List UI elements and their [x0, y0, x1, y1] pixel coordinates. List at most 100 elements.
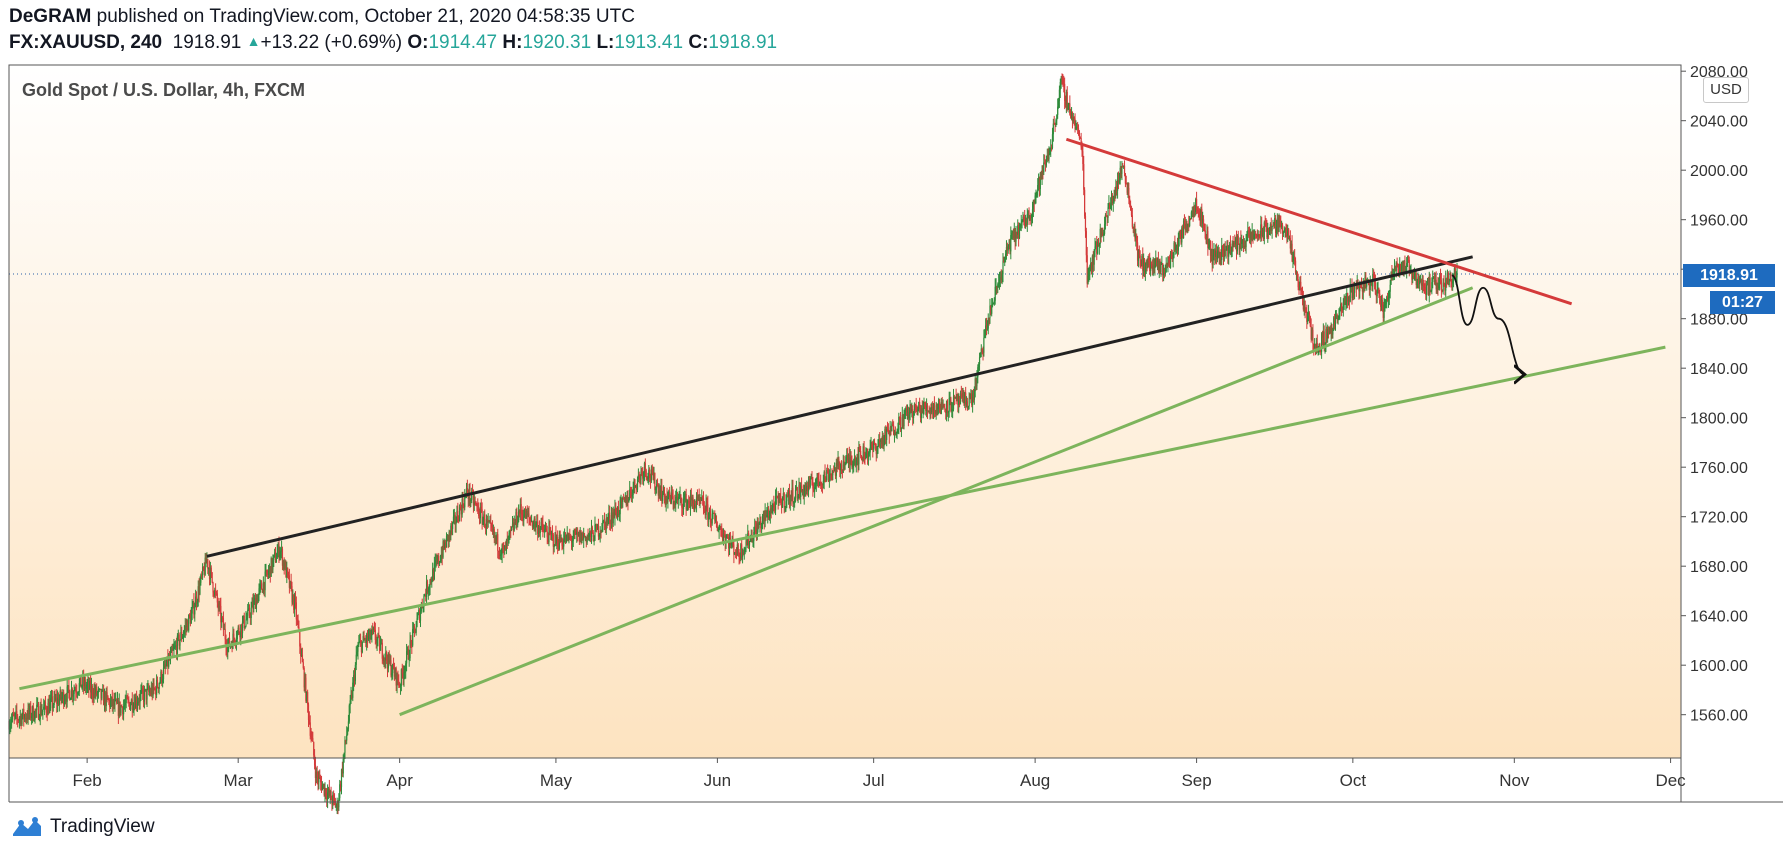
candle-body [426, 581, 429, 593]
candle-body [909, 404, 911, 415]
candle-body [549, 527, 551, 531]
candle-body [657, 485, 659, 496]
candle-body [239, 633, 241, 638]
candle-body [134, 702, 136, 709]
candle-body [577, 532, 580, 535]
candle-body [375, 640, 377, 644]
candle-body [1200, 208, 1202, 221]
candle-body [583, 534, 585, 540]
candle-body [24, 715, 26, 719]
candle-body [1406, 259, 1409, 264]
candle-body [167, 656, 169, 667]
candle-body [1043, 162, 1045, 173]
candle-body [1307, 313, 1310, 315]
candle-body [100, 688, 102, 699]
candle-body [1169, 260, 1171, 268]
candle-body [385, 652, 387, 661]
candle-body [557, 537, 559, 548]
candle-body [1315, 343, 1317, 349]
y-tick-label: 1760.00 [1690, 460, 1748, 477]
candle-body [1419, 281, 1421, 285]
candle-body [446, 534, 449, 537]
candle-body [797, 495, 799, 500]
candle-body [772, 503, 774, 508]
candle-body [1103, 233, 1105, 236]
candle-body [1079, 137, 1081, 139]
candle-body [531, 521, 533, 523]
candle-body [605, 518, 607, 530]
candle-body [963, 392, 965, 404]
candle-body [438, 555, 440, 564]
candle-body [1445, 278, 1447, 291]
candle-body [945, 400, 948, 413]
candle-body [492, 529, 495, 532]
candle-body [965, 401, 968, 405]
candle-body [1120, 167, 1122, 174]
candle-body [865, 453, 867, 459]
candle-body [958, 400, 960, 405]
candle-body [519, 504, 521, 514]
candle-body [945, 409, 947, 413]
candle-body [617, 506, 620, 515]
candle-body [1104, 215, 1107, 225]
chart-legend: Gold Spot / U.S. Dollar, 4h, FXCM [22, 80, 306, 100]
candle-body [1119, 167, 1121, 181]
candle-body [688, 501, 690, 505]
candle-body [718, 528, 720, 531]
trendlines[interactable] [19, 137, 1666, 717]
low-value: 1913.41 [614, 32, 684, 53]
candle-body [1257, 234, 1259, 237]
candle-body [373, 627, 375, 630]
y-tick-label: 1880.00 [1690, 312, 1748, 329]
author-name[interactable]: DeGRAM [9, 6, 92, 27]
candle-body [579, 531, 581, 542]
candle-body [994, 286, 996, 301]
candle-body [779, 493, 781, 496]
candle-body [604, 521, 606, 530]
candle-body [526, 510, 528, 516]
candle-body [255, 598, 258, 609]
candle-body [1294, 260, 1297, 273]
candle-body [210, 567, 212, 573]
candle-body [511, 526, 513, 530]
candle-body [1234, 243, 1236, 245]
candle-body [821, 484, 824, 486]
candle-body [689, 496, 692, 508]
candle-body [185, 625, 187, 627]
candle-body [345, 740, 347, 742]
currency-badge[interactable]: USD [1703, 77, 1749, 103]
candle-body [845, 456, 847, 465]
candle-body [1005, 253, 1007, 257]
footer-brand[interactable]: TradingView [10, 816, 155, 838]
candle-body [1178, 230, 1180, 238]
candle-body [418, 610, 420, 614]
candle-body [1163, 273, 1165, 276]
candle-body [570, 538, 573, 543]
candle-body [388, 653, 390, 663]
candle-body [1022, 216, 1024, 221]
candle-body [341, 769, 343, 774]
candle-body [23, 709, 25, 719]
candle-body [447, 534, 449, 542]
candle-body [1316, 343, 1318, 351]
candle-body [735, 554, 738, 556]
candle-body [1078, 130, 1080, 138]
candle-body [419, 611, 422, 621]
candle-body [410, 640, 412, 642]
candle-body [1412, 275, 1414, 280]
candle-body [988, 318, 990, 320]
candle-body [800, 485, 802, 498]
candle-body [368, 629, 370, 636]
candle-body [833, 470, 835, 472]
candle-body [899, 417, 902, 430]
candle-body [328, 788, 330, 796]
candle-body [340, 769, 343, 788]
candle-body [174, 646, 176, 648]
candle-body [287, 572, 290, 576]
candle-body [841, 469, 843, 473]
candle-body [624, 495, 626, 502]
bar-countdown: 01:27 [1710, 291, 1775, 314]
candle-body [1034, 195, 1036, 204]
candle-body [1411, 269, 1413, 280]
